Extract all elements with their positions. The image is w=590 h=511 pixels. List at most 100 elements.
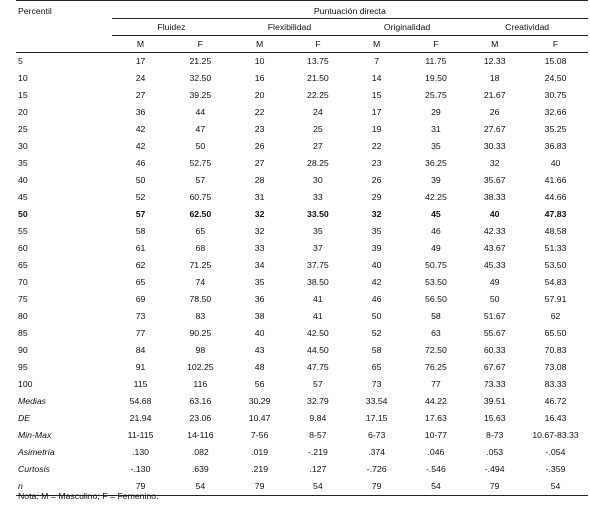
sub-header: M [111,35,170,53]
header-row-2: Fluidez Flexibilidad Originalidad Creati… [16,18,588,36]
table-cell: 79 [347,478,406,496]
table-cell: 52 [371,328,382,338]
table-cell: 54.83 [544,277,567,287]
table-cell: 32 [371,209,382,219]
table-cell: 54 [169,478,232,496]
table-cell: 42 [135,141,146,151]
table-cell: 8-57 [309,430,327,440]
table-cell: 57 [313,379,323,389]
row-label: DE [18,413,31,423]
table-cell: 29 [431,107,441,117]
table-cell: 37.75 [307,260,329,270]
table-cell: 83 [195,311,206,321]
table-cell: 52 [135,192,146,202]
table-cell: 39.51 [483,396,506,406]
row-label: 45 [18,192,28,202]
table-cell: 38.33 [483,192,506,202]
table-cell: -.546 [426,464,446,474]
sub-header: F [169,35,232,53]
table-cell: 21.25 [189,56,212,66]
table-cell: 13.75 [307,56,329,66]
table-row: 95 91 102.25 48 47.75 65 76.25 67.67 73.08 [16,359,588,376]
table-cell: 40 [550,158,561,168]
table-cell: 46.72 [544,396,567,406]
table-cell: 35 [431,141,441,151]
table-cell: 24 [135,73,146,83]
table-cell: 33.54 [365,396,388,406]
table-cell: -.726 [366,464,387,474]
table-cell: 62.50 [189,209,212,219]
table-cell: 49 [431,243,441,253]
table-cell: 38.50 [307,277,329,287]
table-cell: .046 [427,447,445,457]
table-cell: 14-116 [187,430,214,440]
row-label: 30 [18,141,28,151]
table-cell: 7 [374,56,380,66]
table-row: Min-Max 11-115 14-116 7-56 8-57 6-73 10-77 8-73… [16,427,588,444]
table-cell: 39 [431,175,441,185]
row-label: 65 [18,260,28,270]
table-cell: 98 [195,345,206,355]
table-cell: 58 [371,345,382,355]
table-cell: 21.67 [483,90,506,100]
table-row: 25 42 47 23 25 19 31 27.67 35.25 [16,121,588,138]
table-cell: 102.25 [187,362,214,372]
table-cell: 76.25 [425,362,447,372]
table-cell: 25 [313,124,323,134]
table-cell: 46 [135,158,146,168]
group-creatividad: Creatividad [466,18,588,36]
table-cell: 32.50 [189,73,212,83]
table-cell: 30 [313,175,323,185]
table-cell: 42.50 [307,328,329,338]
table-cell: 42 [371,277,382,287]
table-cell: 23 [371,158,382,168]
table-cell: 45.33 [483,260,506,270]
table-cell: 65 [195,226,206,236]
table-cell: 42.33 [483,226,506,236]
table-cell: 23 [254,124,265,134]
sub-header: M [231,35,288,53]
table-cell: 26 [489,107,500,117]
table-cell: .082 [191,447,209,457]
table-cell: 39 [371,243,382,253]
table-cell: 47.83 [544,209,567,219]
table-cell: 19.50 [425,73,447,83]
row-label: 5 [18,56,23,66]
table-row: Medias 54.68 63.16 30.29 32.79 33.54 44.22 39.5… [16,393,588,410]
table-cell: 17.63 [425,413,447,423]
table-cell: 32 [254,226,265,236]
table-cell: 79 [111,478,170,496]
table-row: 15 27 39.25 20 22.25 15 25.75 21.67 30.75 [16,87,588,104]
row-label: 10 [18,73,28,83]
row-label: Medias [18,396,47,406]
table-cell: 51.33 [544,243,567,253]
table-cell: 40 [489,209,500,219]
table-cell: 39.25 [189,90,212,100]
table-cell: 24 [313,107,323,117]
table-cell: 36 [135,107,146,117]
table-cell: 36.83 [544,141,567,151]
table-cell: 73 [135,311,146,321]
table-cell: 78.50 [189,294,212,304]
table-cell: 11-115 [127,430,154,440]
table-cell: 8-73 [485,430,504,440]
table-cell: 68 [195,243,206,253]
table-cell: 63 [431,328,441,338]
table-cell: -.359 [545,464,566,474]
table-cell: 21.94 [129,413,152,423]
table-cell: 38 [254,311,265,321]
row-label: 70 [18,277,28,287]
table-cell: -.494 [484,464,505,474]
row-label: 60 [18,243,28,253]
table-cell: 7-56 [250,430,269,440]
table-cell: .639 [191,464,209,474]
row-label: Asimetría [18,447,55,457]
table-cell: 41 [313,294,323,304]
table-row: 35 46 52.75 27 28.25 23 36.25 32 40 [16,155,588,172]
table-cell: 46 [431,226,441,236]
table-cell: 28 [254,175,265,185]
table-cell: 56 [254,379,265,389]
row-label: 25 [18,124,28,134]
table-cell: 58 [431,311,441,321]
table-cell: 44.22 [425,396,447,406]
